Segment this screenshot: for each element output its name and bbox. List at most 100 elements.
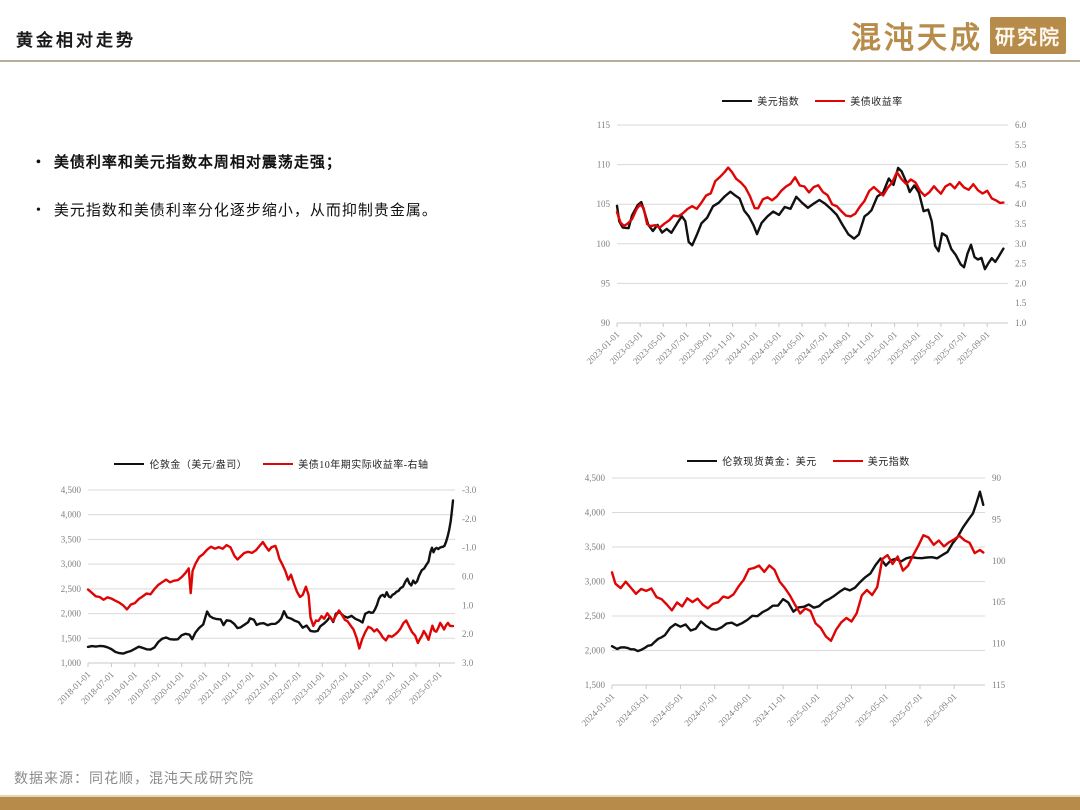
x-axis-tick-label: 2024-07-01 [682,691,719,728]
chart-canvas: 4,500 4,000 3,500 3,000 2,500 2,000 1,500 1,000… [56,485,477,706]
x-axis-tick-label: 2025-05-01 [853,691,890,728]
series-line-美债10年期实际收益率-右轴 [86,540,455,650]
left-axis-tick-label: 4,500 [61,485,82,495]
legend-item: 伦敦金（美元/盎司） [114,456,247,471]
x-axis-tick-label: 2025-01-01 [785,691,822,728]
chart-legend: 伦敦金（美元/盎司） 美债10年期实际收益率-右轴 [88,456,455,471]
legend-label: 伦敦金（美元/盎司） [149,460,248,471]
company-logo: 混沌天成 研究院 [851,13,1066,57]
legend-item: 美元指数 [722,93,799,108]
logo-badge: 研究院 [990,16,1066,54]
series-line-美债收益率 [615,166,1005,229]
x-axis-tick-label: 2025-09-01 [922,691,959,728]
chart-london-gold-vs-real-yield: 4,500 4,000 3,500 3,000 2,500 2,000 1,500 1,000… [35,452,515,747]
right-axis-tick-label: 4.5 [1015,179,1027,189]
legend-label: 美债10年期实际收益率-右轴 [298,460,429,471]
x-axis-tick-label: 2025-07-01 [888,691,925,728]
x-axis-tick-label: 2024-11-01 [751,691,788,728]
left-axis-tick-label: 4,000 [61,510,82,520]
legend-label: 美债收益率 [850,97,903,108]
left-axis-tick-label: 1,500 [585,680,606,690]
logo-wordmark: 混沌天成 [851,22,983,55]
right-axis-tick-label: 2.5 [1015,259,1027,269]
legend-swatch [832,459,863,462]
legend-swatch [815,99,846,102]
legend-item: 伦敦现货黄金：美元 [687,453,817,468]
right-axis-tick-label: 6.0 [1015,120,1027,130]
x-axis-tick-label: 2024-01-01 [580,691,617,728]
right-axis-tick-label: 3.0 [462,658,474,668]
right-axis-tick-label: 1.0 [462,600,474,610]
right-axis-tick-label: 3.5 [1015,219,1027,229]
chart-usd-index-vs-treasury-yield: 115 110 105 100 95 90 6.0 5.5 5.0 4.5 4.0 3.5 3.0 2.5… [585,85,1035,393]
left-axis-tick-label: 3,500 [585,542,606,552]
right-axis-tick-label: 110 [992,639,1006,649]
right-axis-tick-label: 0.0 [462,572,474,582]
right-axis-tick-label: -1.0 [462,543,477,553]
right-axis-tick-label: 95 [992,514,1002,524]
left-axis-tick-label: 90 [601,318,611,328]
chart-london-spot-gold-vs-usd-index: 4,500 4,000 3,500 3,000 2,500 2,000 1,500 90 95 1… [575,447,1035,757]
left-axis-tick-label: 3,000 [585,577,606,587]
right-axis-tick-label: 115 [992,680,1006,690]
left-axis-tick-label: 110 [597,160,611,170]
left-axis-tick-label: 100 [597,239,611,249]
right-axis-tick-label: 105 [992,597,1006,607]
chart-canvas: 115 110 105 100 95 90 6.0 5.5 5.0 4.5 4.0 3.5 3.0 2.5… [585,120,1027,366]
series-line-伦敦现货黄金：美元 [610,490,985,653]
right-axis-tick-label: -2.0 [462,514,477,524]
right-axis-tick-label: 5.0 [1015,160,1027,170]
right-axis-tick-label: 1.0 [1015,318,1027,328]
bullet-item-2: 美元指数和美债利率分化逐步缩小，从而抑制贵金属。 [36,200,516,222]
left-axis-tick-label: 2,000 [585,646,606,656]
legend-item: 美元指数 [832,453,910,468]
right-axis-tick-label: 2.0 [462,629,474,639]
bullet-item-1: 美债利率和美元指数本周相对震荡走强； [36,152,516,174]
chart-legend: 美元指数 美债收益率 [617,93,1008,108]
right-axis-tick-label: 5.5 [1015,140,1027,150]
x-axis-tick-label: 2024-09-01 [717,691,754,728]
left-axis-tick-label: 2,000 [61,609,82,619]
chart-canvas: 4,500 4,000 3,500 3,000 2,500 2,000 1,500 90 95 1… [580,473,1006,728]
x-axis-tick-label: 2024-03-01 [614,691,651,728]
bullet-list: 美债利率和美元指数本周相对震荡走强； 美元指数和美债利率分化逐步缩小，从而抑制贵… [36,152,516,248]
left-axis-tick-label: 3,500 [61,534,82,544]
right-axis-tick-label: 90 [992,473,1002,483]
left-axis-tick-label: 2,500 [585,611,606,621]
left-axis-tick-label: 2,500 [61,584,82,594]
right-axis-tick-label: 2.0 [1015,278,1027,288]
left-axis-tick-label: 4,000 [585,508,606,518]
right-axis-tick-label: 3.0 [1015,239,1027,249]
chart-legend: 伦敦现货黄金：美元 美元指数 [612,453,985,468]
right-axis-tick-label: 4.0 [1015,199,1027,209]
right-axis-tick-label: 1.5 [1015,298,1027,308]
legend-swatch [114,462,145,465]
legend-swatch [263,462,294,465]
data-source-note: 数据来源：同花顺，混沌天成研究院 [14,772,254,787]
footer-divider [0,795,1080,797]
left-axis-tick-label: 1,500 [61,633,82,643]
header-divider [0,60,1080,62]
series-line-美元指数 [610,534,985,642]
legend-label: 美元指数 [757,97,800,108]
left-axis-tick-label: 105 [597,199,611,209]
page-title: 黄金相对走势 [16,31,136,50]
series-line-伦敦金（美元/盎司） [86,499,455,655]
legend-item: 美债10年期实际收益率-右轴 [263,456,428,471]
left-axis-tick-label: 4,500 [585,473,606,483]
footer-gold-bar [0,797,1080,810]
x-axis-tick-label: 2024-05-01 [648,691,685,728]
legend-item: 美债收益率 [815,93,903,108]
left-axis-tick-label: 115 [597,120,611,130]
legend-label: 美元指数 [867,457,910,468]
left-axis-tick-label: 95 [601,278,611,288]
x-axis-tick-label: 2025-03-01 [819,691,856,728]
right-axis-tick-label: 100 [992,556,1006,566]
left-axis-tick-label: 3,000 [61,559,82,569]
series-line-美元指数 [615,166,1005,271]
left-axis-tick-label: 1,000 [61,658,82,668]
legend-swatch [687,459,718,462]
right-axis-tick-label: -3.0 [462,485,477,495]
legend-swatch [722,99,753,102]
